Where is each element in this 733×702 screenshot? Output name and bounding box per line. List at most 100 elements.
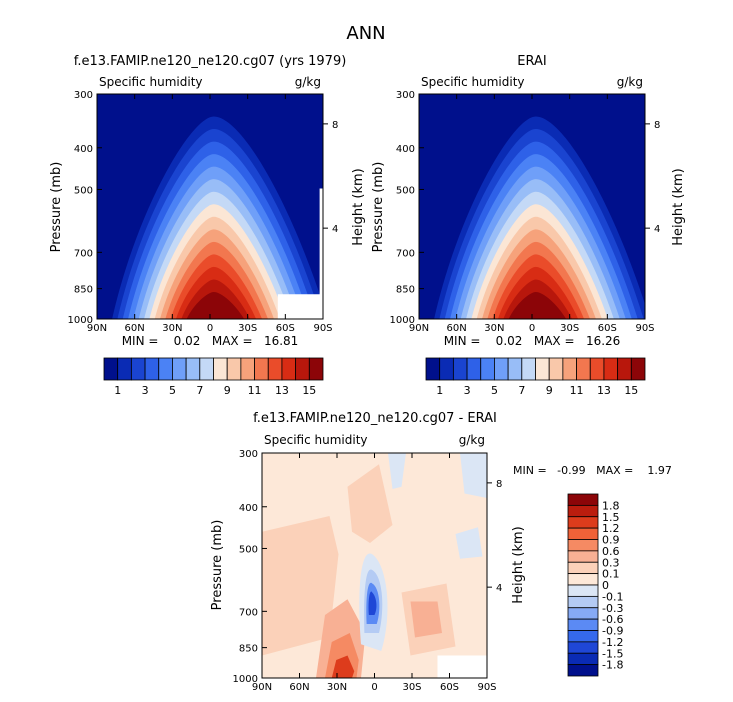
- panel-diff-colorbar-label: 0.1: [602, 568, 620, 581]
- panel-model-colorbar-swatch: [281, 357, 297, 381]
- panel-obs-colorbar-swatch: [439, 357, 454, 381]
- panel-diff-missing-region: [437, 655, 487, 678]
- panel-obs-ytick-label: 850: [396, 285, 415, 296]
- panel-obs-colorbar-label: 7: [518, 384, 525, 397]
- panel-obs-ytick-label: 700: [396, 248, 415, 259]
- panel-obs-xtick-label: 30N: [484, 323, 504, 334]
- panel-diff-colorbar-label: 1.8: [602, 499, 620, 512]
- panel-model-variable: Specific humidity: [99, 75, 203, 89]
- panel-diff-xtick-label: 60N: [289, 682, 309, 693]
- panel-diff-colorbar-swatch: [567, 561, 599, 575]
- panel-model-colorbar-label: 11: [248, 384, 262, 397]
- panel-diff-xtick-label: 90S: [477, 682, 496, 693]
- panel-model-xtick-label: 90S: [313, 323, 332, 334]
- panel-diff-colorbar-swatch: [567, 573, 599, 586]
- panel-obs-colorbar-swatch: [576, 357, 591, 381]
- panel-diff-contour-band: [460, 453, 487, 498]
- panel-diff-xtick-label: 0: [371, 682, 377, 693]
- panel-model-ytick-label: 300: [74, 90, 93, 101]
- panel-obs-colorbar-label: 5: [491, 384, 498, 397]
- panel-obs-ylabel: Pressure (mb): [371, 162, 386, 253]
- panel-model-colorbar-swatch: [185, 357, 201, 381]
- panel-diff-colorbar-swatch: [567, 607, 599, 620]
- panel-diff-colorbar-label: 0.3: [602, 556, 620, 569]
- panel-obs-xtick-label: 90S: [635, 323, 654, 334]
- panel-model-colorbar-swatch: [213, 357, 228, 381]
- panel-model-colorbar-swatch: [130, 357, 146, 381]
- panel-obs-units: g/kg: [617, 75, 643, 89]
- panel-diff-colorbar-swatch: [567, 595, 599, 609]
- panel-obs-colorbar-swatch: [603, 357, 619, 381]
- panel-obs-colorbar-swatch: [617, 357, 632, 381]
- panel-obs-colorbar-swatch: [507, 357, 523, 381]
- panel-diff-colorbar-label: -0.6: [602, 613, 623, 626]
- panel-model: f.e13.FAMIP.ne120_ne120.cg07 (yrs 1979) …: [49, 54, 366, 397]
- panel-model-colorbar-swatch: [172, 357, 187, 381]
- panel-obs-colorbar-swatch: [452, 357, 468, 381]
- panel-diff-colorbar-swatch: [567, 539, 599, 552]
- panel-model-colorbar-swatch: [199, 357, 214, 381]
- panel-diff-xtick-label: 90N: [252, 682, 272, 693]
- panel-diff-colorbar-label: 1.2: [602, 522, 620, 535]
- panel-obs: ERAI Specific humidity g/kg 90N 60N 30N 0 30…: [371, 54, 686, 397]
- panel-model-ytick-label: 850: [74, 285, 93, 296]
- panel-model-colorbar-swatch: [103, 357, 119, 381]
- panel-diff-contour-band: [347, 464, 393, 543]
- panel-model-ylabel: Pressure (mb): [49, 162, 64, 253]
- panel-model-axes: 90N 60N 30N 0 30S 60S 90S 300 400 500 700 850 1000 8 4: [68, 90, 339, 334]
- panel-obs-colorbar-swatch: [480, 357, 495, 381]
- panel-diff-ytick-label: 300: [239, 449, 258, 460]
- panel-model-ytick-right-label: 8: [332, 120, 338, 131]
- panel-diff-ylabel: Pressure (mb): [210, 520, 225, 611]
- panel-model-colorbar-swatch: [226, 357, 242, 381]
- panel-diff-ytick-label: 1000: [233, 674, 258, 685]
- panel-model-colorbar-swatch: [267, 357, 283, 381]
- panel-obs-variable: Specific humidity: [421, 75, 525, 89]
- panel-model-title: f.e13.FAMIP.ne120_ne120.cg07 (yrs 1979): [74, 54, 347, 69]
- panel-obs-colorbar-label: 9: [546, 384, 553, 397]
- panel-obs-ytick-label: 400: [396, 144, 415, 155]
- panel-obs-xtick-label: 90N: [409, 323, 429, 334]
- panel-model-colorbar-swatch: [254, 357, 269, 381]
- panel-model-xtick-label: 60N: [125, 323, 145, 334]
- panel-obs-title: ERAI: [517, 54, 546, 69]
- panel-diff-field: [262, 453, 487, 678]
- panel-diff-title: f.e13.FAMIP.ne120_ne120.cg07 - ERAI: [253, 411, 497, 426]
- panel-diff-xtick-label: 30S: [402, 682, 421, 693]
- panel-diff-colorbar-label: 1.5: [602, 511, 620, 524]
- panel-diff-ytick-label: 500: [239, 544, 258, 555]
- panel-diff-colorbar-swatch: [567, 516, 599, 529]
- panel-obs-colorbar-swatch: [466, 357, 482, 381]
- panel-obs-xtick-label: 60N: [447, 323, 467, 334]
- panel-model-ytick-label: 400: [74, 144, 93, 155]
- panel-diff-colorbar: 1.81.51.20.90.60.30.10-0.1-0.3-0.6-0.9-1…: [567, 493, 623, 677]
- panel-obs-axes: 90N 60N 30N 0 30S 60S 90S 300 400 500 700 850 1000 8 4: [390, 90, 661, 334]
- panel-obs-ytick-label: 1000: [390, 315, 415, 326]
- panel-obs-colorbar-swatch: [535, 357, 550, 381]
- panel-model-colorbar-label: 13: [275, 384, 289, 397]
- panel-obs-ytick-right-label: 8: [654, 120, 660, 131]
- panel-diff-contour-band: [331, 655, 355, 678]
- panel-model-colorbar-label: 9: [224, 384, 231, 397]
- panel-model-colorbar-swatch: [158, 357, 173, 381]
- panel-model-xtick-label: 30S: [238, 323, 257, 334]
- panel-diff-colorbar-swatch: [567, 618, 599, 631]
- panel-model-colorbar-label: 5: [169, 384, 176, 397]
- panel-diff-colorbar-label: 0: [602, 579, 609, 592]
- panel-diff-colorbar-swatch: [567, 527, 599, 540]
- panel-model-xtick-label: 30N: [162, 323, 182, 334]
- panel-obs-ylabel-right: Height (km): [671, 168, 686, 245]
- panel-obs-colorbar-swatch: [589, 357, 605, 381]
- panel-obs-colorbar-label: 11: [570, 384, 584, 397]
- panel-diff-variable: Specific humidity: [264, 433, 368, 447]
- panel-diff-units: g/kg: [459, 433, 485, 447]
- panel-model-xtick-label: 60S: [276, 323, 295, 334]
- panel-obs-xtick-label: 0: [529, 323, 535, 334]
- panel-diff-colorbar-label: -0.3: [602, 602, 623, 615]
- panel-diff-ytick-label: 700: [239, 607, 258, 618]
- panel-diff-colorbar-label: -0.9: [602, 625, 623, 638]
- panel-diff-colorbar-label: -1.8: [602, 659, 623, 672]
- panel-model-missing-region: [319, 188, 323, 301]
- panel-obs-colorbar-label: 1: [436, 384, 443, 397]
